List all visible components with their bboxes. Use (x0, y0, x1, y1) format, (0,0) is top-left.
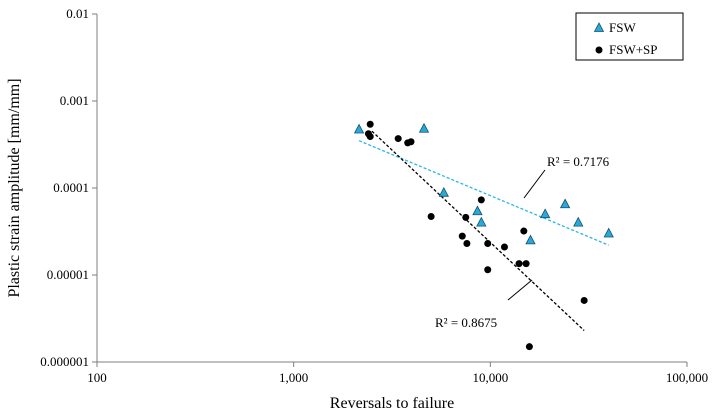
data-point-fsw (438, 186, 449, 197)
y-tick-label: 0.001 (60, 93, 89, 108)
data-point-fsw (559, 198, 571, 209)
x-tick-label: 10,000 (472, 370, 508, 385)
data-point-fsw-sp (522, 260, 530, 268)
data-point-fsw-sp (394, 135, 402, 143)
data-point-fsw-sp (477, 196, 485, 204)
x-tick-label: 1,000 (279, 370, 308, 385)
legend-box (575, 12, 684, 61)
x-axis-label: Reversals to failure (330, 395, 454, 412)
x-tick-label: 100,000 (666, 370, 708, 385)
y-tick-label: 0.0001 (53, 180, 89, 195)
data-point-fsw-sp (484, 266, 492, 274)
trendlines (358, 130, 609, 332)
data-point-fsw-sp (366, 133, 374, 141)
legend-label-fsw-sp: FSW+SP (609, 42, 658, 57)
legend-marker-fsw (593, 22, 605, 32)
legend-marker-fsw-sp (595, 46, 603, 54)
data-point-fsw (525, 234, 536, 245)
r2-leader-fsw (523, 169, 546, 199)
data-point-fsw-sp (427, 213, 435, 221)
r2-label-fsw: R² = 0.7176 (547, 154, 610, 169)
legend-label-fsw: FSW (609, 20, 636, 35)
y-axis-label: Plastic strain amplitude [mm/mm] (6, 78, 23, 297)
data-point-fsw (418, 122, 430, 133)
legend: FSW FSW+SP (575, 12, 684, 61)
data-point-fsw-sp (580, 296, 588, 304)
data-point-fsw (353, 123, 365, 134)
r2-label-fsw-sp: R² = 0.8675 (435, 315, 497, 330)
data-point-fsw-sp (463, 240, 471, 248)
data-point-fsw-sp (520, 227, 528, 235)
r2-leader-fsw-sp (507, 279, 533, 301)
x-tick-label: 100 (87, 370, 107, 385)
data-markers (353, 120, 614, 351)
data-point-fsw-sp (458, 232, 466, 240)
data-point-fsw (472, 205, 483, 216)
trendline-fsw (358, 140, 609, 246)
r-squared-annotations: R² = 0.7176 R² = 0.8675 (435, 154, 610, 330)
data-point-fsw-sp (484, 240, 492, 248)
data-point-fsw (476, 216, 487, 227)
y-tick-label: 0.00001 (47, 267, 89, 282)
trendline-fsw-sp (371, 130, 585, 332)
data-point-fsw (539, 208, 551, 219)
data-point-fsw-sp (500, 243, 508, 251)
data-point-fsw-sp (515, 260, 523, 268)
data-point-fsw-sp (407, 138, 415, 146)
axes: 100 1,000 10,000 100,000 0.000001 0.00001 0.00… (40, 6, 708, 385)
y-tick-label: 0.000001 (40, 354, 89, 369)
data-point-fsw-sp (366, 120, 374, 128)
y-tick-label: 0.01 (66, 6, 89, 21)
data-point-fsw (603, 227, 614, 238)
data-point-fsw-sp (462, 213, 470, 221)
data-point-fsw (573, 216, 584, 227)
data-point-fsw-sp (525, 343, 533, 351)
